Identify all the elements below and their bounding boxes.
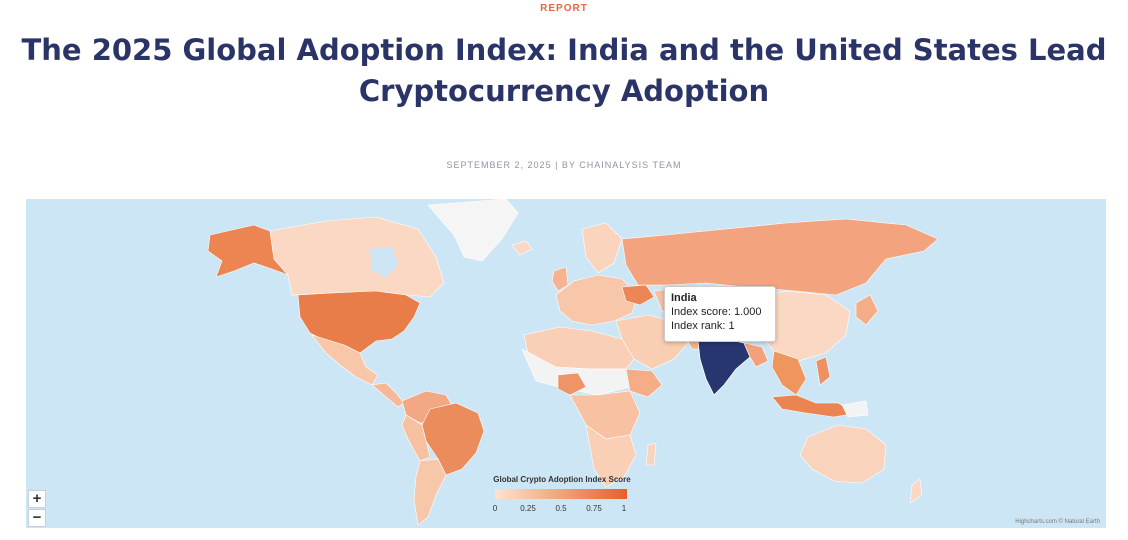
title-text: The 2025 Global Adoption Index: India an… [21, 33, 1107, 108]
legend-tick-0-75: 0.75 [586, 504, 602, 513]
country-uk[interactable] [551, 266, 569, 292]
country-madagascar[interactable] [645, 442, 657, 466]
region-central-africa[interactable] [569, 390, 641, 440]
region-horn-of-africa[interactable] [625, 368, 663, 398]
map-credits-link[interactable]: Highcharts.com © Natural Earth [1015, 519, 1100, 525]
country-russia[interactable] [621, 218, 939, 296]
region-korea-japan[interactable] [855, 294, 879, 326]
world-map[interactable]: + − India Index score: 1.000 Index rank:… [26, 199, 1106, 528]
country-greenland[interactable] [427, 199, 519, 262]
report-kicker[interactable]: REPORT [540, 3, 588, 14]
country-nigeria[interactable] [557, 372, 587, 396]
region-andes[interactable] [401, 414, 431, 462]
legend-tick-0: 0 [492, 504, 498, 513]
country-iceland[interactable] [511, 240, 533, 256]
region-southern-africa[interactable] [585, 424, 637, 488]
zoom-out-button[interactable]: − [28, 509, 46, 527]
tooltip-index-score: Index score: 1.000 [671, 306, 762, 318]
legend-tick-0-5: 0.5 [555, 504, 567, 513]
color-legend: Global Crypto Adoption Index Score 0 0.2… [492, 475, 632, 519]
region-papua[interactable] [841, 400, 869, 418]
region-central-america[interactable] [371, 382, 405, 408]
tooltip-country-name: India [671, 292, 697, 304]
hudson-bay [370, 247, 398, 277]
country-australia[interactable] [799, 424, 887, 484]
country-new-zealand[interactable] [909, 478, 923, 504]
country-philippines[interactable] [815, 356, 831, 386]
country-ukraine[interactable] [621, 284, 655, 306]
region-southern-cone[interactable] [413, 458, 447, 526]
country-mexico[interactable] [311, 334, 379, 386]
legend-tick-1: 1 [621, 504, 627, 513]
page-title: The 2025 Global Adoption Index: India an… [0, 30, 1128, 112]
country-india[interactable] [697, 338, 751, 396]
zoom-in-button[interactable]: + [28, 490, 46, 508]
legend-gradient-bar [495, 489, 627, 499]
region-scandinavia[interactable] [581, 222, 623, 274]
region-bangladesh-myanmar[interactable] [743, 342, 769, 368]
article-meta: SEPTEMBER 2, 2025 | BY CHAINALYSIS TEAM [446, 160, 682, 170]
country-alaska[interactable] [207, 224, 289, 278]
region-europe[interactable] [555, 274, 639, 326]
legend-tick-0-25: 0.25 [520, 504, 536, 513]
tooltip-index-rank: Index rank: 1 [671, 320, 735, 332]
country-tooltip: India Index score: 1.000 Index rank: 1 [664, 286, 776, 342]
legend-title: Global Crypto Adoption Index Score [493, 475, 631, 484]
country-usa[interactable] [297, 290, 421, 354]
country-canada[interactable] [269, 216, 445, 298]
